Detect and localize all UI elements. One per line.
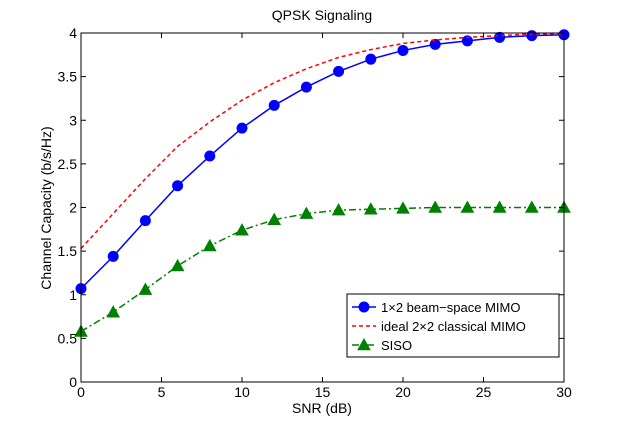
x-tick-label: 20	[395, 384, 411, 400]
series-2	[74, 200, 571, 337]
data-point	[139, 215, 151, 227]
legend-entry: SISO	[352, 337, 412, 353]
legend-label: 1×2 beam−space MIMO	[381, 300, 520, 315]
data-point	[460, 200, 475, 213]
x-tick-label: 25	[476, 384, 492, 400]
data-point	[172, 180, 184, 192]
legend: 1×2 beam−space MIMO ideal 2×2 classical M…	[346, 293, 560, 358]
data-point	[204, 150, 216, 162]
axis-ticks	[80, 32, 565, 383]
legend-entry: ideal 2×2 classical MIMO	[352, 319, 526, 334]
series-0	[75, 29, 570, 295]
y-tick-label: 3	[69, 112, 77, 128]
legend-marker	[358, 301, 370, 313]
data-point	[333, 65, 345, 77]
data-point	[236, 122, 248, 134]
series-line	[80, 206, 564, 333]
y-tick-label: 0	[69, 374, 77, 390]
data-point	[365, 53, 377, 65]
legend-label: ideal 2×2 classical MIMO	[381, 319, 526, 334]
legend-entry: 1×2 beam−space MIMO	[352, 300, 520, 315]
series-line	[80, 33, 564, 250]
x-tick-label: 30	[556, 384, 572, 400]
y-tick-label: 1.5	[58, 243, 78, 259]
x-axis-label: SNR (dB)	[292, 400, 352, 416]
data-point	[428, 200, 443, 213]
x-tick-label: 15	[315, 384, 331, 400]
y-axis-label: Channel Capacity (b/s/Hz)	[38, 126, 54, 289]
plot-series	[74, 29, 571, 337]
data-point	[106, 305, 121, 318]
axis-tick-labels: 0 5 10 15 20 25 30 0 0.5 1 1.5 2 2.5 3 3.5 4	[58, 25, 572, 400]
data-point	[461, 35, 473, 47]
legend-box	[346, 293, 560, 358]
data-point	[524, 200, 539, 213]
data-point	[235, 223, 249, 236]
y-tick-label: 1	[69, 287, 77, 303]
x-tick-label: 0	[77, 384, 85, 400]
y-tick-label: 0.5	[58, 330, 78, 346]
data-point	[331, 203, 346, 216]
data-point	[268, 99, 280, 111]
legend-marker	[357, 337, 371, 351]
data-point	[363, 202, 378, 215]
data-point	[300, 81, 312, 93]
series-1	[80, 33, 564, 250]
y-tick-label: 3.5	[58, 69, 78, 85]
data-point	[397, 44, 409, 56]
data-point	[526, 30, 538, 42]
legend-label: SISO	[381, 338, 412, 353]
x-tick-label: 5	[158, 384, 166, 400]
data-point	[494, 31, 506, 43]
data-point	[138, 282, 153, 295]
series-line	[80, 33, 565, 290]
data-point	[396, 201, 410, 214]
data-point	[170, 258, 185, 272]
y-tick-label: 2.5	[58, 156, 78, 172]
data-point	[107, 250, 119, 262]
data-point	[299, 206, 314, 219]
x-tick-label: 10	[234, 384, 250, 400]
data-point	[429, 38, 441, 50]
data-point	[267, 212, 282, 226]
y-tick-label: 2	[69, 200, 77, 216]
data-point	[492, 200, 507, 213]
chart-title: QPSK Signaling	[272, 7, 372, 23]
y-tick-label: 4	[69, 25, 77, 41]
data-point	[202, 238, 217, 252]
